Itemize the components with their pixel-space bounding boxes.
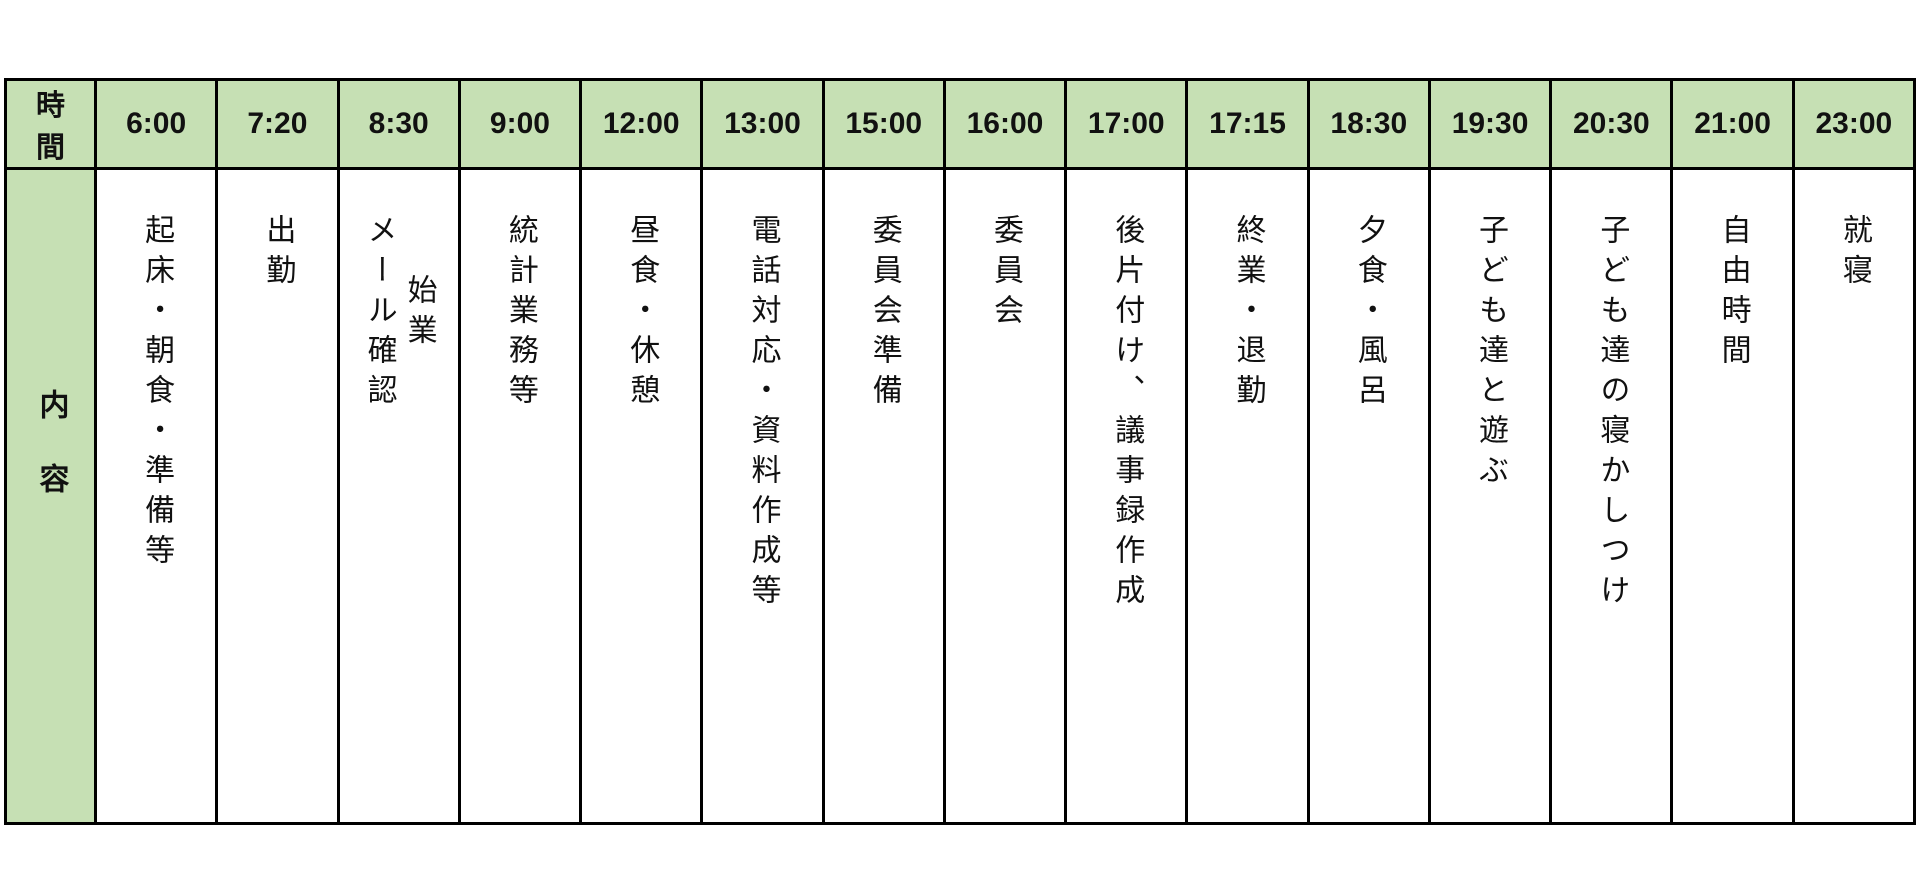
content-row: 内容 起床・朝食・準備等 出勤 始業 メール確認 統計業務等 昼食・休憩 電話対応・資料作… [4, 167, 1917, 825]
schedule-cell-20-30: 子ども達の寝かしつけ [1549, 167, 1674, 825]
schedule-text-18-30: 夕食・風呂 [1352, 214, 1386, 414]
time-header-23-00: 23:00 [1791, 78, 1917, 170]
time-header-15-00: 15:00 [821, 78, 946, 170]
schedule-text-23-00: 就寝 [1837, 214, 1871, 294]
schedule-text-12-00: 昼食・休憩 [625, 214, 659, 414]
schedule-text-6-00: 起床・朝食・準備等 [140, 214, 174, 574]
content-row-label: 内容 [34, 388, 68, 537]
schedule-text-8-30: 始業 メール確認 [362, 214, 436, 414]
time-header-8-30: 8:30 [336, 78, 461, 170]
time-header-17-15: 17:15 [1185, 78, 1310, 170]
time-header-16-00: 16:00 [942, 78, 1068, 170]
header-row: 時 間 6:00 7:20 8:30 9:00 12:00 13:00 15:00 16:00… [4, 78, 1917, 170]
schedule-text-21-00: 自由時間 [1716, 214, 1750, 374]
schedule-cell-6-00: 起床・朝食・準備等 [93, 167, 219, 825]
schedule-cell-23-00: 就寝 [1791, 167, 1917, 825]
schedule-cell-18-30: 夕食・風呂 [1306, 167, 1431, 825]
time-header-7-20: 7:20 [215, 78, 340, 170]
time-header-9-00: 9:00 [457, 78, 583, 170]
schedule-text-17-00: 後片付け、議事録作成 [1110, 214, 1144, 614]
time-row-label: 時 間 [4, 78, 97, 170]
content-row-label-cell: 内容 [4, 167, 97, 825]
schedule-text-17-15: 終業・退勤 [1231, 214, 1265, 414]
schedule-text-15-00: 委員会準備 [867, 214, 901, 414]
schedule-cell-17-00: 後片付け、議事録作成 [1064, 167, 1189, 825]
schedule-cell-16-00: 委員会 [942, 167, 1068, 825]
schedule-text-13-00: 電話対応・資料作成等 [746, 214, 780, 614]
time-header-21-00: 21:00 [1670, 78, 1795, 170]
time-header-12-00: 12:00 [579, 78, 704, 170]
schedule-cell-15-00: 委員会準備 [821, 167, 946, 825]
schedule-cell-13-00: 電話対応・資料作成等 [700, 167, 825, 825]
time-header-13-00: 13:00 [700, 78, 825, 170]
time-header-19-30: 19:30 [1427, 78, 1553, 170]
schedule-text-19-30: 子ども達と遊ぶ [1474, 214, 1508, 494]
schedule-cell-7-20: 出勤 [215, 167, 340, 825]
time-header-17-00: 17:00 [1064, 78, 1189, 170]
schedule-text-9-00: 統計業務等 [503, 214, 537, 414]
daily-schedule-table: 時 間 6:00 7:20 8:30 9:00 12:00 13:00 15:00 16:00… [4, 78, 1917, 825]
time-header-20-30: 20:30 [1549, 78, 1674, 170]
schedule-cell-9-00: 統計業務等 [457, 167, 583, 825]
time-header-6-00: 6:00 [93, 78, 219, 170]
schedule-cell-21-00: 自由時間 [1670, 167, 1795, 825]
schedule-cell-19-30: 子ども達と遊ぶ [1427, 167, 1553, 825]
schedule-cell-8-30: 始業 メール確認 [336, 167, 461, 825]
schedule-text-7-20: 出勤 [261, 214, 295, 294]
time-header-18-30: 18:30 [1306, 78, 1431, 170]
schedule-cell-12-00: 昼食・休憩 [579, 167, 704, 825]
schedule-text-20-30: 子ども達の寝かしつけ [1595, 214, 1629, 614]
schedule-text-16-00: 委員会 [988, 214, 1022, 334]
schedule-cell-17-15: 終業・退勤 [1185, 167, 1310, 825]
